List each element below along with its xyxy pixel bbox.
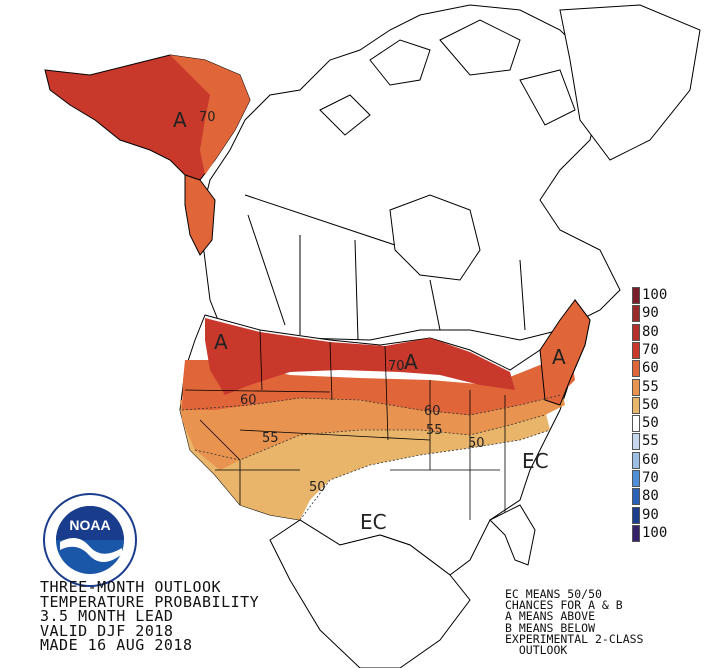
legend-swatch <box>632 323 640 341</box>
legend-entry: 100 <box>630 524 719 542</box>
arctic-island <box>319 94 371 136</box>
label-northwest-a: A <box>214 330 228 354</box>
hudson-bay <box>389 194 481 281</box>
legend-label: 100 <box>642 524 668 541</box>
legend-label: 50 <box>642 396 659 413</box>
province-borders <box>244 194 526 341</box>
legend-swatch <box>632 360 640 378</box>
noaa-logo-text: NOAA <box>69 517 110 533</box>
arctic-island <box>519 69 576 126</box>
note-line: EXPERIMENTAL 2-CLASS <box>505 631 644 646</box>
legend-label: 90 <box>642 506 659 523</box>
note-line: A MEANS ABOVE <box>505 609 596 624</box>
legend-label: 60 <box>642 451 659 468</box>
legend-label: 70 <box>642 470 659 486</box>
canada-landmass <box>199 4 621 341</box>
arctic-island <box>369 39 431 86</box>
label-west-60: 60 <box>240 393 257 408</box>
label-southeast-ec: EC <box>522 449 549 473</box>
legend-entry: 90 <box>630 506 719 524</box>
state-borders <box>184 329 506 520</box>
legend-label: 80 <box>642 488 659 505</box>
label-greatlakes-70: 70 <box>388 359 405 374</box>
legend-label: 55 <box>642 378 659 395</box>
label-greatlakes-a: A <box>404 350 418 374</box>
greenland <box>559 4 701 161</box>
legend-swatch <box>632 415 640 433</box>
label-central-55: 55 <box>426 423 443 438</box>
legend-entry: 80 <box>630 488 719 506</box>
legend-entry: 60 <box>630 360 719 378</box>
legend-label: 55 <box>642 433 659 450</box>
title-line: THREE-MONTH OUTLOOK <box>40 578 222 596</box>
legend-swatch <box>632 433 640 451</box>
legend-swatch <box>632 396 640 414</box>
label-alaska-70: 70 <box>199 110 216 125</box>
legend-entry: 60 <box>630 451 719 469</box>
legend-swatch <box>632 287 640 304</box>
note-line: EC MEANS 50/50 <box>505 587 602 601</box>
note-line: OUTLOOK <box>505 643 568 658</box>
legend-swatch <box>632 470 640 487</box>
legend-swatch <box>632 488 640 506</box>
outlook-notes: EC MEANS 50/50 CHANCES FOR A & B A MEANS… <box>505 587 644 658</box>
title-line: 3.5 MONTH LEAD <box>40 607 174 625</box>
label-ohio-50: 50 <box>468 436 485 451</box>
noaa-logo: NOAA <box>43 493 137 587</box>
legend-entry: 90 <box>630 305 719 323</box>
legend-entry: 70 <box>630 470 719 487</box>
legend-label: 100 <box>642 287 668 303</box>
region-a70 <box>205 318 515 395</box>
label-south-ec: EC <box>360 510 387 534</box>
legend-label: 70 <box>642 341 659 358</box>
title-line: TEMPERATURE PROBABILITY <box>40 592 260 611</box>
legend-label: 60 <box>642 360 659 377</box>
title-line: VALID DJF 2018 <box>40 621 174 640</box>
outlook-title: THREE-MONTH OUTLOOK TEMPERATURE PROBABIL… <box>40 580 259 653</box>
label-central-60: 60 <box>424 404 441 419</box>
legend-swatch <box>632 305 640 323</box>
alaska-panhandle <box>184 174 216 256</box>
legend-label: 80 <box>642 323 659 340</box>
legend-label: 90 <box>642 305 659 322</box>
legend-swatch <box>632 451 640 469</box>
note-line: B MEANS BELOW <box>505 620 596 635</box>
legend-swatch <box>632 506 640 524</box>
legend-entry: 100 <box>630 287 719 304</box>
label-west-55: 55 <box>262 431 279 446</box>
note-line: CHANCES FOR A & B <box>505 598 623 613</box>
label-alaska-a: A <box>173 108 187 132</box>
legend-swatch <box>632 378 640 396</box>
region-a55 <box>180 380 565 470</box>
probability-contours <box>181 394 561 521</box>
region-a60 <box>182 350 575 415</box>
legend-entry: 70 <box>630 341 719 359</box>
legend-entry: 55 <box>630 433 719 451</box>
legend-entry: 80 <box>630 323 719 341</box>
mexico-landmass <box>269 519 471 668</box>
title-line: MADE 16 AUG 2018 <box>40 636 193 654</box>
alaska-a60 <box>170 55 250 175</box>
label-northeast-a: A <box>552 345 566 369</box>
region-a60-northeast <box>539 299 591 406</box>
legend-entry: 50 <box>630 415 719 433</box>
legend-label: 50 <box>642 415 659 432</box>
label-southwest-50: 50 <box>309 480 326 495</box>
florida <box>489 504 536 566</box>
arctic-island <box>439 19 521 76</box>
legend-entry: 50 <box>630 396 719 414</box>
legend-swatch <box>632 341 640 359</box>
legend-swatch <box>632 524 640 542</box>
legend-entry: 55 <box>630 378 719 396</box>
